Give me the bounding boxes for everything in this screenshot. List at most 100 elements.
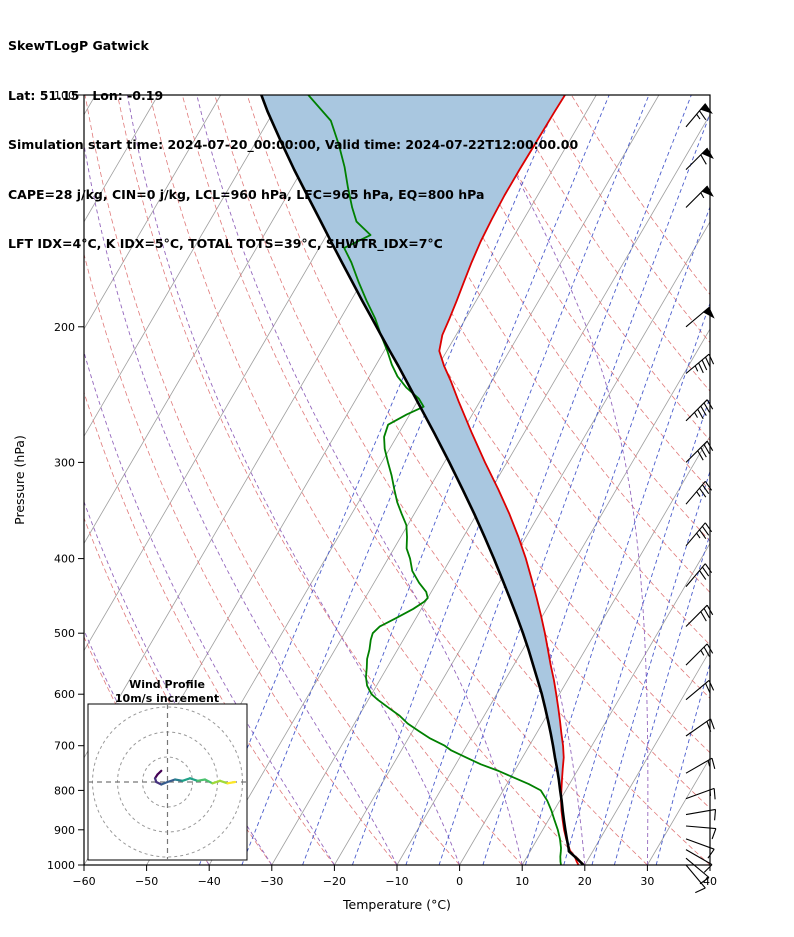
dry-adiabat-line (84, 95, 460, 865)
wind-barb (685, 563, 713, 587)
mixing-ratio-line (524, 301, 710, 865)
dry-adiabat-line (117, 95, 523, 865)
axis-ticks: −60 −50 −40 −30 −20 −10 0 10 20 30 40 100 200 300 400 5… (47, 89, 717, 888)
isotherm-line (647, 757, 710, 865)
wind-barb (685, 440, 714, 463)
wind-barb-column (685, 103, 717, 894)
wind-barb (685, 643, 714, 666)
y-tick-label: 1000 (47, 859, 75, 872)
isotherm-line (709, 864, 710, 865)
isotherm-line (334, 221, 710, 865)
location-line: Lat: 51.15 Lon: -0.19 (8, 87, 164, 103)
x-tick-label: 30 (640, 875, 654, 888)
wind-barb (685, 808, 717, 821)
header: SkewTLogP Gatwick Lat: 51.15 Lon: -0.19 … (8, 5, 578, 286)
hodograph-trace-segment (160, 780, 169, 786)
dry-adiabat-line (246, 95, 710, 809)
dry-adiabat-line (214, 95, 710, 865)
x-tick-label: −60 (72, 875, 95, 888)
hodograph-trace-segment (188, 777, 199, 782)
y-tick-label: 700 (54, 740, 75, 753)
x-axis-label: Temperature (°C) (342, 897, 451, 912)
mixing-ratio-line (655, 662, 710, 865)
y-tick-label: 100 (54, 89, 75, 102)
chart-title: SkewTLogP Gatwick (8, 38, 149, 53)
y-tick-label: 300 (54, 456, 75, 469)
hodograph-trace-segment (166, 778, 177, 784)
y-axis-label: Pressure (hPa) (12, 435, 27, 525)
wind-barb (685, 864, 706, 894)
x-tick-label: −30 (260, 875, 283, 888)
x-tick-label: −50 (135, 875, 158, 888)
dry-adiabat-line (149, 95, 586, 865)
isotherm-line (84, 95, 284, 438)
hodograph-trace-segment (181, 777, 192, 782)
moist-adiabat-line (477, 95, 649, 865)
x-tick-label: −10 (385, 875, 408, 888)
isotherm-line (208, 95, 660, 865)
parcel-line (260, 95, 585, 865)
mixing-ratio-line (591, 469, 710, 865)
moist-adiabat-line (84, 350, 335, 865)
wind-barb (685, 480, 713, 505)
x-tick-label: −40 (198, 875, 221, 888)
dry-adiabat-line (181, 95, 648, 865)
x-tick-label: 20 (578, 875, 592, 888)
isotherm-line (396, 328, 710, 865)
wind-barb (685, 185, 714, 208)
dry-adiabat-line (279, 95, 710, 754)
hodograph-title: Wind Profile (129, 678, 205, 691)
dry-adiabat-line (376, 95, 710, 594)
hodograph-trace-segment (218, 779, 229, 785)
sounding-profiles (260, 95, 585, 865)
hodograph-inset (87, 703, 248, 861)
indices-line-2: LFT IDX=4°C, K IDX=5°C, TOTAL TOTS=39°C,… (8, 236, 443, 251)
times-line: Simulation start time: 2024-07-20_00:00:… (8, 137, 579, 152)
y-tick-label: 400 (54, 553, 75, 566)
y-tick-label: 500 (54, 627, 75, 640)
moist-adiabat-line (84, 141, 398, 865)
mixing-ratio-line (438, 113, 710, 865)
dry-adiabat-line (84, 391, 335, 865)
mixing-ratio-line (563, 395, 710, 865)
cape-area (261, 95, 565, 793)
mixing-ratio-line (405, 95, 692, 865)
dewpoint-line (307, 95, 562, 865)
y-tick-label: 900 (54, 824, 75, 837)
hodograph-trace-segment (203, 778, 214, 785)
mixing-ratio-line (613, 532, 710, 865)
wind-barb (685, 757, 716, 774)
dry-adiabat-line (344, 95, 710, 646)
x-tick-label: −20 (323, 875, 346, 888)
isotherm-line (271, 113, 710, 865)
isotherm-line (584, 649, 710, 865)
hodograph-trace-segment (196, 778, 207, 782)
moist-adiabat-line (126, 95, 461, 865)
x-tick-label: 0 (456, 875, 463, 888)
y-tick-label: 200 (54, 321, 75, 334)
hodograph-trace-segment (226, 780, 237, 785)
indices-line-1: CAPE=28 j/kg, CIN=0 j/kg, LCL=960 hPa, L… (8, 186, 485, 202)
cape-shading (261, 95, 565, 793)
isotherm-line (521, 542, 710, 865)
isotherm-line (84, 95, 222, 330)
dry-adiabat-line (84, 252, 398, 865)
wind-barb (685, 604, 714, 627)
wind-barb (685, 306, 715, 328)
x-tick-label: 40 (703, 875, 717, 888)
mixing-ratio-line (351, 95, 650, 865)
moist-adiabat-line (709, 859, 710, 865)
isotherm-line (84, 95, 347, 545)
y-tick-label: 800 (54, 784, 75, 797)
dry-adiabat-line (311, 95, 710, 699)
y-tick-label: 600 (54, 688, 75, 701)
x-tick-label: 10 (515, 875, 529, 888)
wind-barb (685, 849, 713, 873)
wind-barb (685, 353, 715, 374)
wind-barb (685, 103, 713, 128)
wind-barb (685, 825, 717, 840)
isotherm-line (459, 435, 710, 865)
hodograph-trace-segment (173, 778, 184, 782)
